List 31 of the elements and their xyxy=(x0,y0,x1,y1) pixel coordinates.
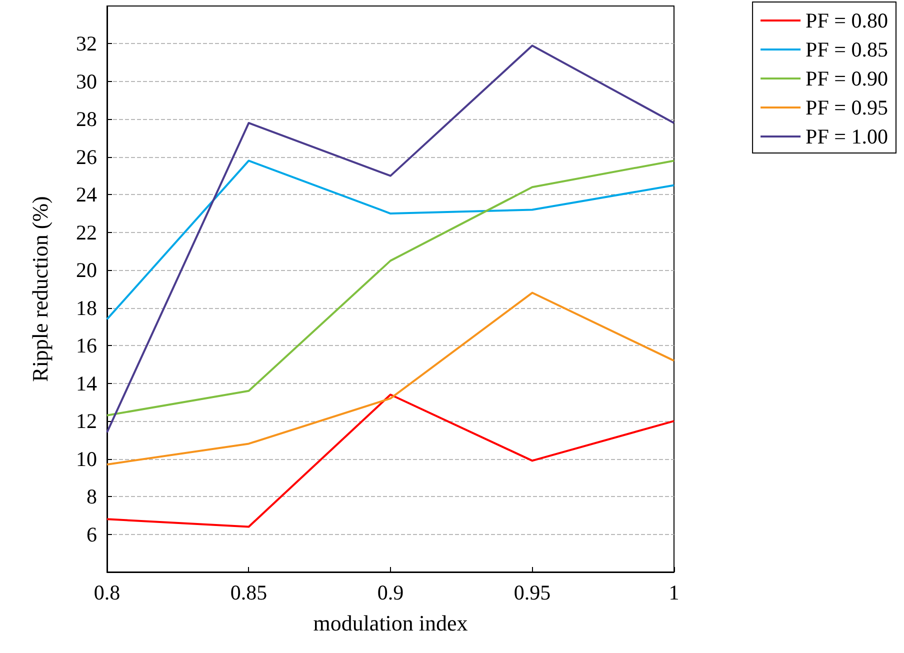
y-tick-label: 10 xyxy=(76,446,97,471)
x-tick-label: 0.9 xyxy=(377,580,404,604)
y-tick-label: 6 xyxy=(86,522,97,546)
y-tick-label: 24 xyxy=(76,182,98,207)
y-tick-label: 16 xyxy=(76,334,97,358)
y-tick-label: 14 xyxy=(76,371,98,396)
legend-label: PF = 0.80 xyxy=(806,8,888,32)
y-tick-label: 8 xyxy=(86,484,97,509)
x-tick-label: 0.85 xyxy=(230,580,268,604)
line-series xyxy=(106,160,675,320)
x-tick-label: 1 xyxy=(668,580,680,604)
legend-label: PF = 1.00 xyxy=(806,124,888,148)
line-series xyxy=(106,292,675,466)
y-tick-label: 12 xyxy=(76,409,97,434)
line-series xyxy=(106,160,675,416)
y-tick-label: 20 xyxy=(76,258,97,282)
line-series xyxy=(106,394,675,528)
y-tick-label: 22 xyxy=(76,220,97,244)
y-tick-label: 32 xyxy=(76,32,97,56)
x-axis-title: modulation index xyxy=(313,610,468,636)
y-tick-label: 26 xyxy=(76,144,97,169)
legend-label: PF = 0.90 xyxy=(806,66,888,90)
x-tick-label: 0.95 xyxy=(514,580,551,604)
legend-label: PF = 0.95 xyxy=(806,96,888,120)
y-tick-label: 28 xyxy=(76,107,97,132)
x-tick-label: 0.8 xyxy=(94,580,120,604)
y-tick-label: 18 xyxy=(76,296,97,320)
y-tick-label: 30 xyxy=(76,69,97,94)
y-axis-title: Ripple reduction (%) xyxy=(28,196,52,382)
line-series xyxy=(106,44,675,434)
legend-label: PF = 0.85 xyxy=(806,38,888,62)
